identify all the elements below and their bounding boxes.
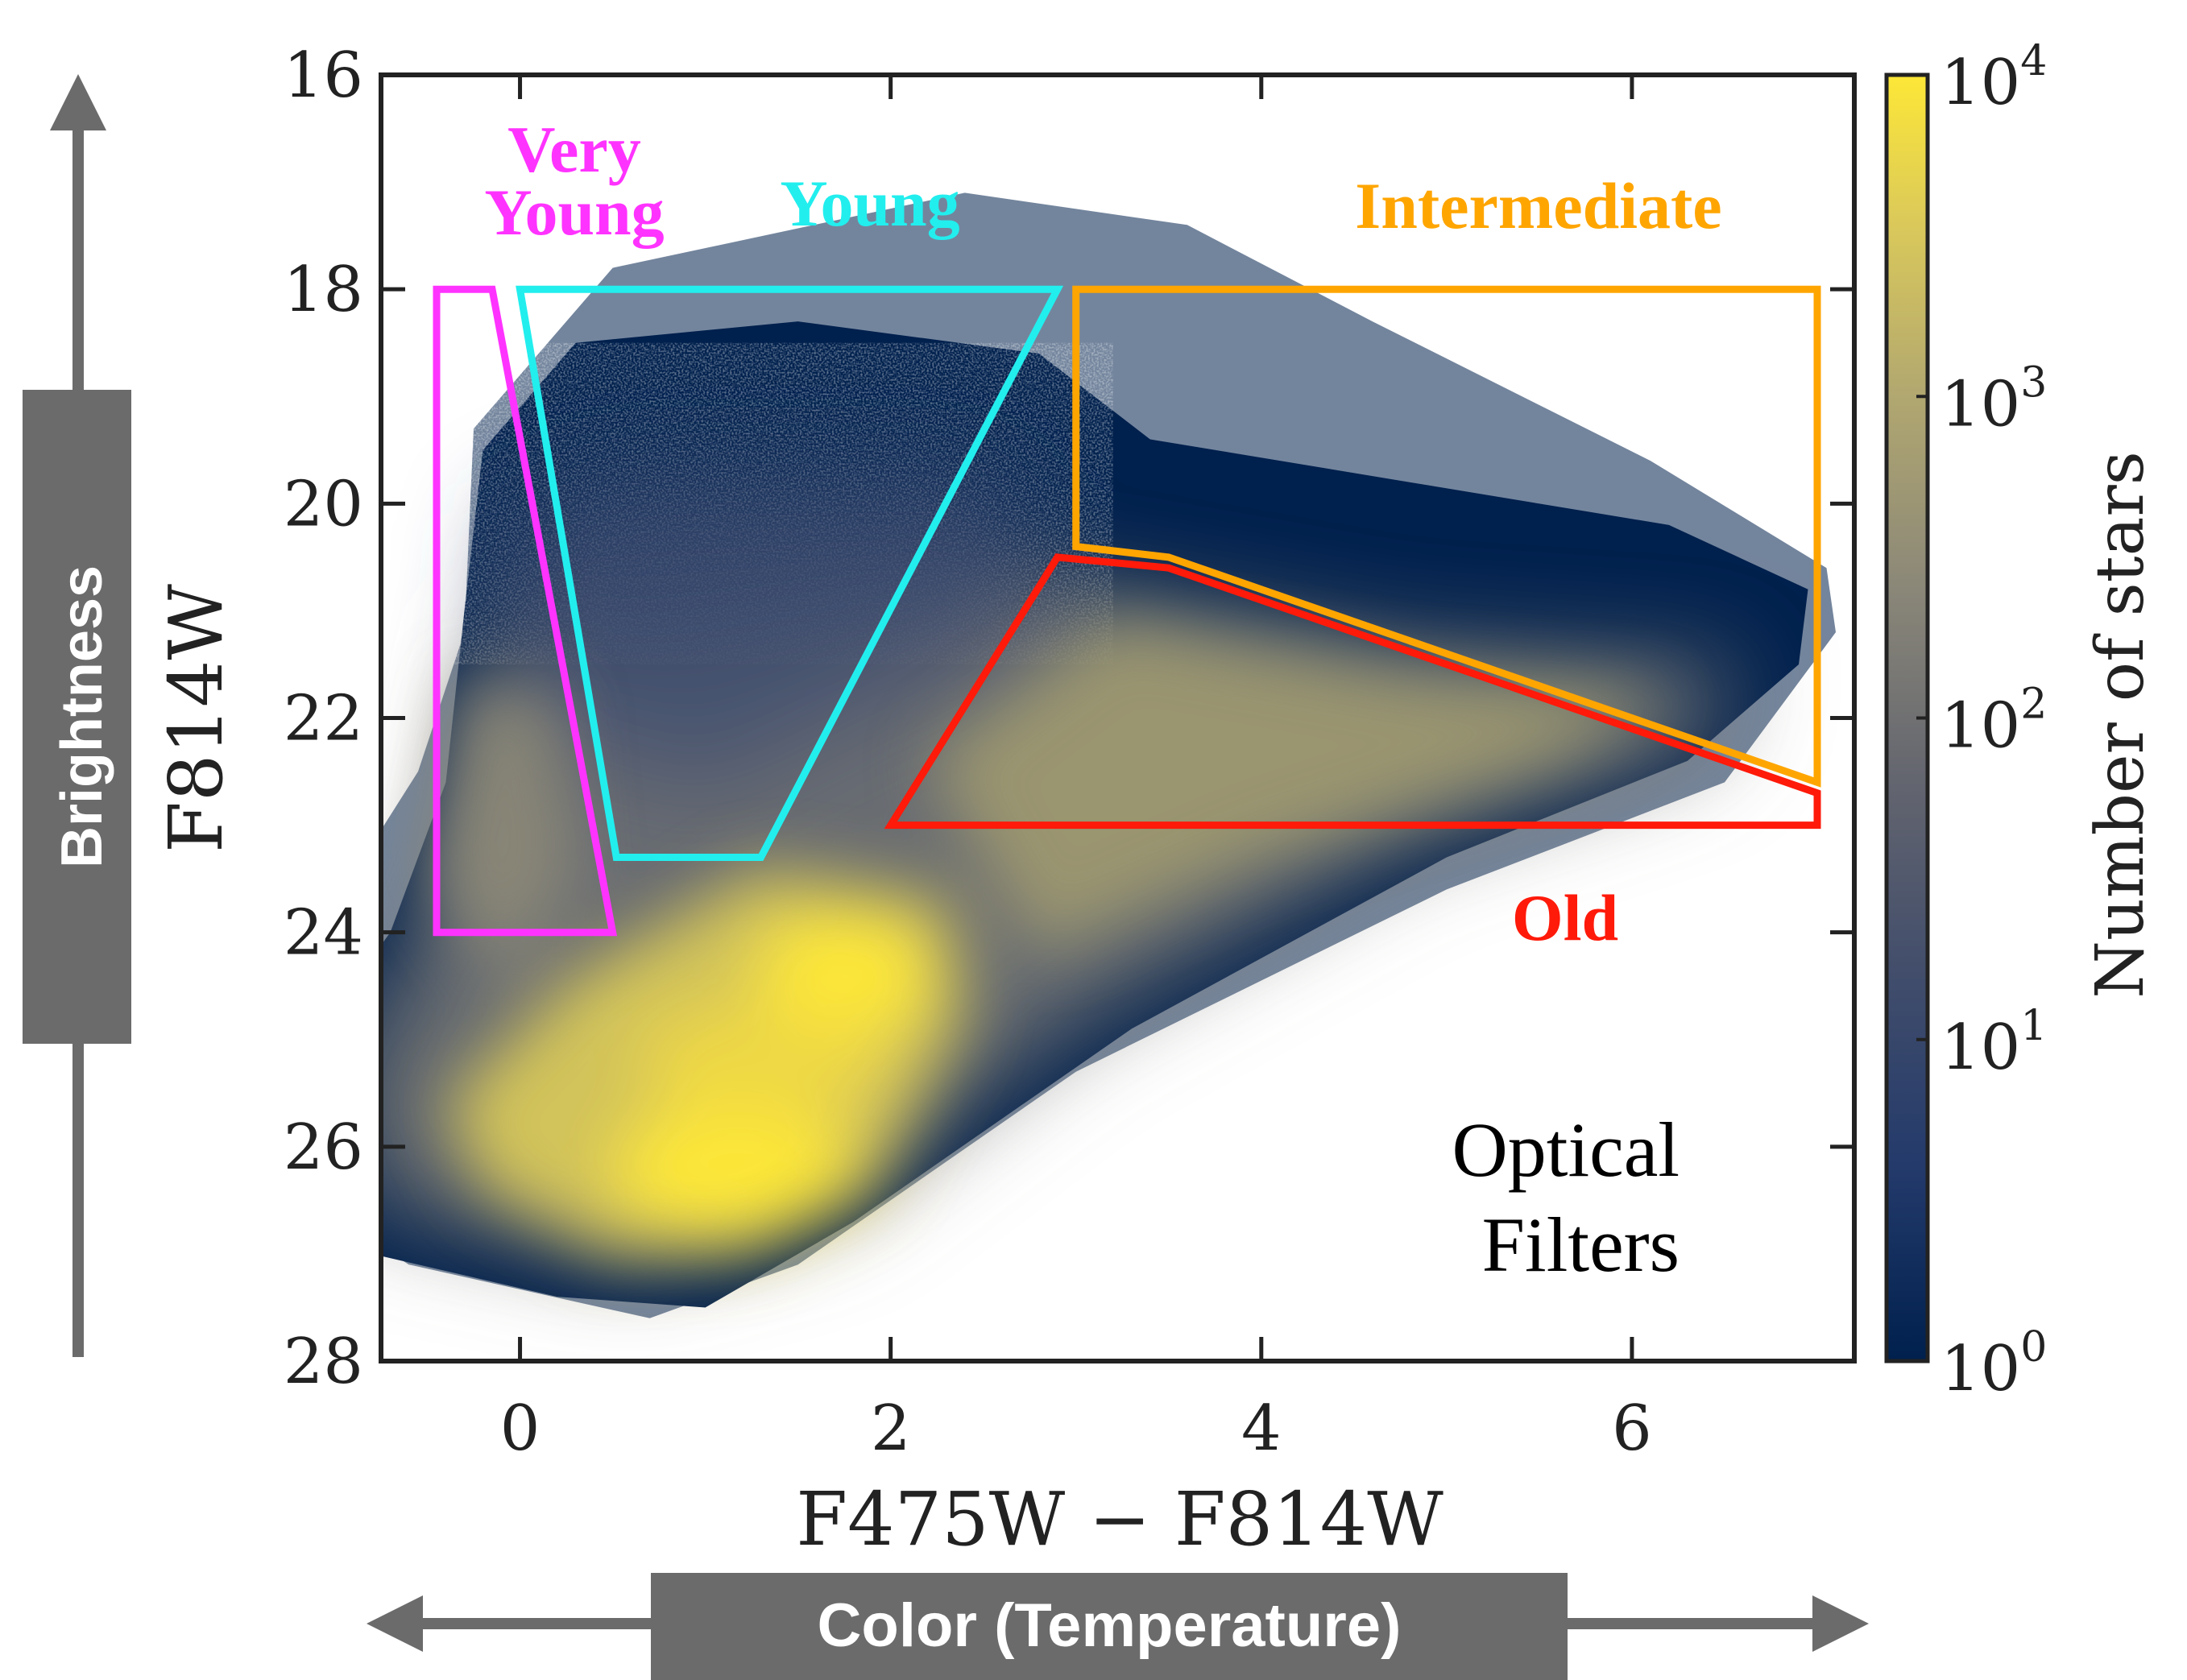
density-map (381, 192, 1836, 1318)
region-intermediate-label-line-1: Intermediate (1355, 169, 1721, 242)
brightness-banner: Brightness (23, 74, 131, 1357)
region-old-label-line-1: Old (1512, 881, 1618, 954)
color-temperature-label: Color (Temperature) (818, 1591, 1402, 1660)
x-tick-label: 0 (500, 1392, 541, 1465)
y-tick-label: 28 (284, 1326, 363, 1398)
y-tick-label: 16 (284, 39, 363, 112)
colorbar: 100 101 102 103 104 Number of stars (1884, 37, 2159, 1405)
brightness-label: Brightness (50, 565, 114, 868)
region-very-young-label-line-1: Very (507, 113, 640, 186)
color-box (651, 1573, 1568, 1680)
high-density (427, 621, 1669, 1254)
peak-ms (612, 1103, 855, 1233)
colorbar-tick-label: 101 (1941, 1002, 2047, 1084)
colorbar-tick-label: 102 (1941, 681, 2047, 763)
colorbar-tick-label: 104 (1941, 37, 2047, 119)
y-tick-label: 20 (284, 468, 363, 540)
region-very-young-label-line-2: Young (484, 176, 664, 249)
colorbar-tick-label: 103 (1941, 358, 2047, 441)
color-arrow-left-head-icon (367, 1595, 423, 1652)
x-tick-label: 6 (1612, 1392, 1652, 1465)
y-axis-label: F814W (153, 584, 239, 853)
colorbar-gradient (1884, 72, 1930, 1363)
y-tick-label: 24 (284, 897, 363, 970)
grey-upper (501, 482, 1039, 804)
annotation-line-2: Filters (1482, 1202, 1680, 1288)
y-tick-label: 26 (284, 1111, 363, 1184)
colorbar-tick-label: 100 (1941, 1323, 2047, 1405)
brightness-box (23, 390, 131, 1044)
color-arrow-right-head-icon (1812, 1595, 1869, 1652)
colorbar-label: Number of stars (2082, 451, 2159, 999)
x-tick-label: 4 (1241, 1392, 1282, 1465)
y-tick-label: 22 (284, 683, 363, 755)
region-intermediate-outline (1072, 285, 1821, 788)
x-tick-label: 2 (871, 1392, 911, 1465)
brightness-arrow-head-icon (50, 74, 106, 130)
color-temperature-banner: Color (Temperature) (367, 1573, 1869, 1680)
y-tick-label: 18 (284, 254, 363, 326)
region-young-label-line-1: Young (780, 167, 959, 240)
rgb-olive (427, 675, 576, 987)
x-axis-label: F475W − F814W (796, 1476, 1444, 1562)
region-old-outline (884, 553, 1821, 830)
annotation-line-1: Optical (1452, 1107, 1680, 1193)
peak-bridge (640, 1004, 882, 1118)
region-very-young-outline (433, 285, 618, 937)
peak-rc (756, 910, 934, 1040)
branch-olive (927, 621, 1669, 954)
region-young-outline (516, 285, 1064, 861)
